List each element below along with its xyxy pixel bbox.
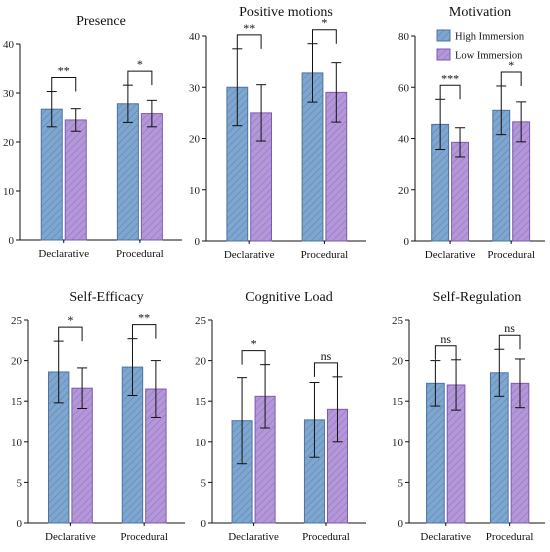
y-tick-label: 20 [189,134,201,146]
y-tick-label: 15 [195,396,207,408]
y-tick-label: 20 [195,356,207,368]
significance-label: * [67,313,73,327]
chart-title: Cognitive Load [245,290,333,305]
y-tick-label: 0 [17,518,23,530]
significance-bracket [131,324,157,339]
y-tick-label: 20 [3,137,15,149]
x-tick-label: Declarative [45,531,96,543]
y-tick-label: 5 [17,477,23,489]
x-tick-label: Declarative [228,531,279,543]
chart-title: Self-Regulation [433,290,522,305]
x-tick-label: Declarative [224,249,275,261]
x-tick-label: Declarative [38,248,89,260]
significance-label: *** [441,71,459,85]
y-tick-label: 0 [404,236,410,248]
bar-low-immersion-procedural [140,113,163,241]
significance-bracket [58,326,83,342]
significance-label: ** [243,21,255,35]
y-tick-label: 10 [392,437,404,449]
significance-bracket [127,70,153,86]
y-tick-label: 25 [392,315,404,327]
significance-label: * [251,337,257,351]
x-tick-label: Declarative [420,531,471,543]
chart-title: Positive motions [239,5,333,20]
x-tick-label: Procedural [301,249,349,261]
legend: High Immersion Low Immersion [436,29,525,62]
significance-bracket [241,350,266,365]
y-tick-label: 25 [11,315,23,327]
significance-label: ns [321,349,332,363]
bar-high-immersion-declarative [40,108,63,241]
significance-bracket [312,29,337,44]
y-tick-label: 0 [195,236,201,248]
significance-bracket [439,84,461,100]
y-tick-label: 10 [189,185,201,197]
x-tick-label: Procedural [116,248,164,260]
y-tick-label: 20 [398,185,410,197]
y-tick-label: 30 [3,88,15,100]
bar-low-immersion-declarative [64,119,87,241]
x-tick-label: Procedural [302,531,350,543]
y-tick-label: 10 [11,437,23,449]
y-tick-label: 40 [189,31,201,43]
y-tick-label: 5 [398,477,404,489]
y-tick-label: 60 [398,82,410,94]
y-tick-label: 10 [3,186,15,198]
y-tick-label: 30 [189,82,201,94]
significance-label: ns [504,321,515,335]
legend-label-high-immersion: High Immersion [455,32,525,43]
x-tick-label: Procedural [487,249,535,261]
significance-bracket [498,334,521,350]
significance-bracket [51,77,77,92]
significance-label: * [321,16,327,30]
y-tick-label: 20 [11,356,23,368]
chart-title: Self-Efficacy [69,290,143,305]
legend-swatch-low-immersion [436,48,451,61]
legend-label-low-immersion: Low Immersion [455,51,523,62]
chart-positive-motions: Positive motions 0 10 20 30 40 Declarative ** Pr… [189,5,366,261]
chart-presence: Presence 0 10 20 30 40 Declarative ** Procedural… [3,14,182,260]
y-tick-label: 5 [201,477,207,489]
significance-bracket [434,345,457,360]
y-tick-label: 0 [201,518,207,530]
chart-motivation: Motivation 0 20 40 60 80 Declarative *** Procedu… [398,5,545,261]
significance-label: ** [138,311,150,325]
y-tick-label: 0 [398,518,404,530]
significance-bracket [313,362,338,377]
chart-title: Presence [76,14,126,29]
significance-bracket [236,34,262,49]
legend-swatch-high-immersion [436,29,451,42]
y-tick-label: 25 [195,315,207,327]
y-tick-label: 15 [392,396,404,408]
y-tick-label: 20 [392,356,404,368]
significance-label: ** [58,64,70,78]
significance-label: * [137,57,143,71]
y-tick-label: 40 [398,134,410,146]
bar-high-immersion-procedural [116,103,139,241]
y-tick-label: 10 [195,437,207,449]
chart-self-efficacy: Self-Efficacy 0 5 10 15 20 25 Declarative * Proce… [11,290,185,543]
significance-label: ns [440,332,451,346]
x-tick-label: Procedural [120,531,168,543]
y-tick-label: 15 [11,396,23,408]
chart-title: Motivation [449,5,511,20]
chart-self-regulation: Self-Regulation 0 5 10 15 20 25 Declarative ns Pr… [392,290,545,543]
y-tick-label: 80 [398,31,410,43]
significance-label: * [508,58,514,72]
x-tick-label: Procedural [486,531,534,543]
chart-cognitive-load: Cognitive Load 0 5 10 15 20 25 Declarative * Proc… [195,290,366,543]
x-tick-label: Declarative [425,249,476,261]
significance-bracket [500,71,522,86]
y-tick-label: 40 [3,39,15,51]
y-tick-label: 0 [9,235,15,247]
